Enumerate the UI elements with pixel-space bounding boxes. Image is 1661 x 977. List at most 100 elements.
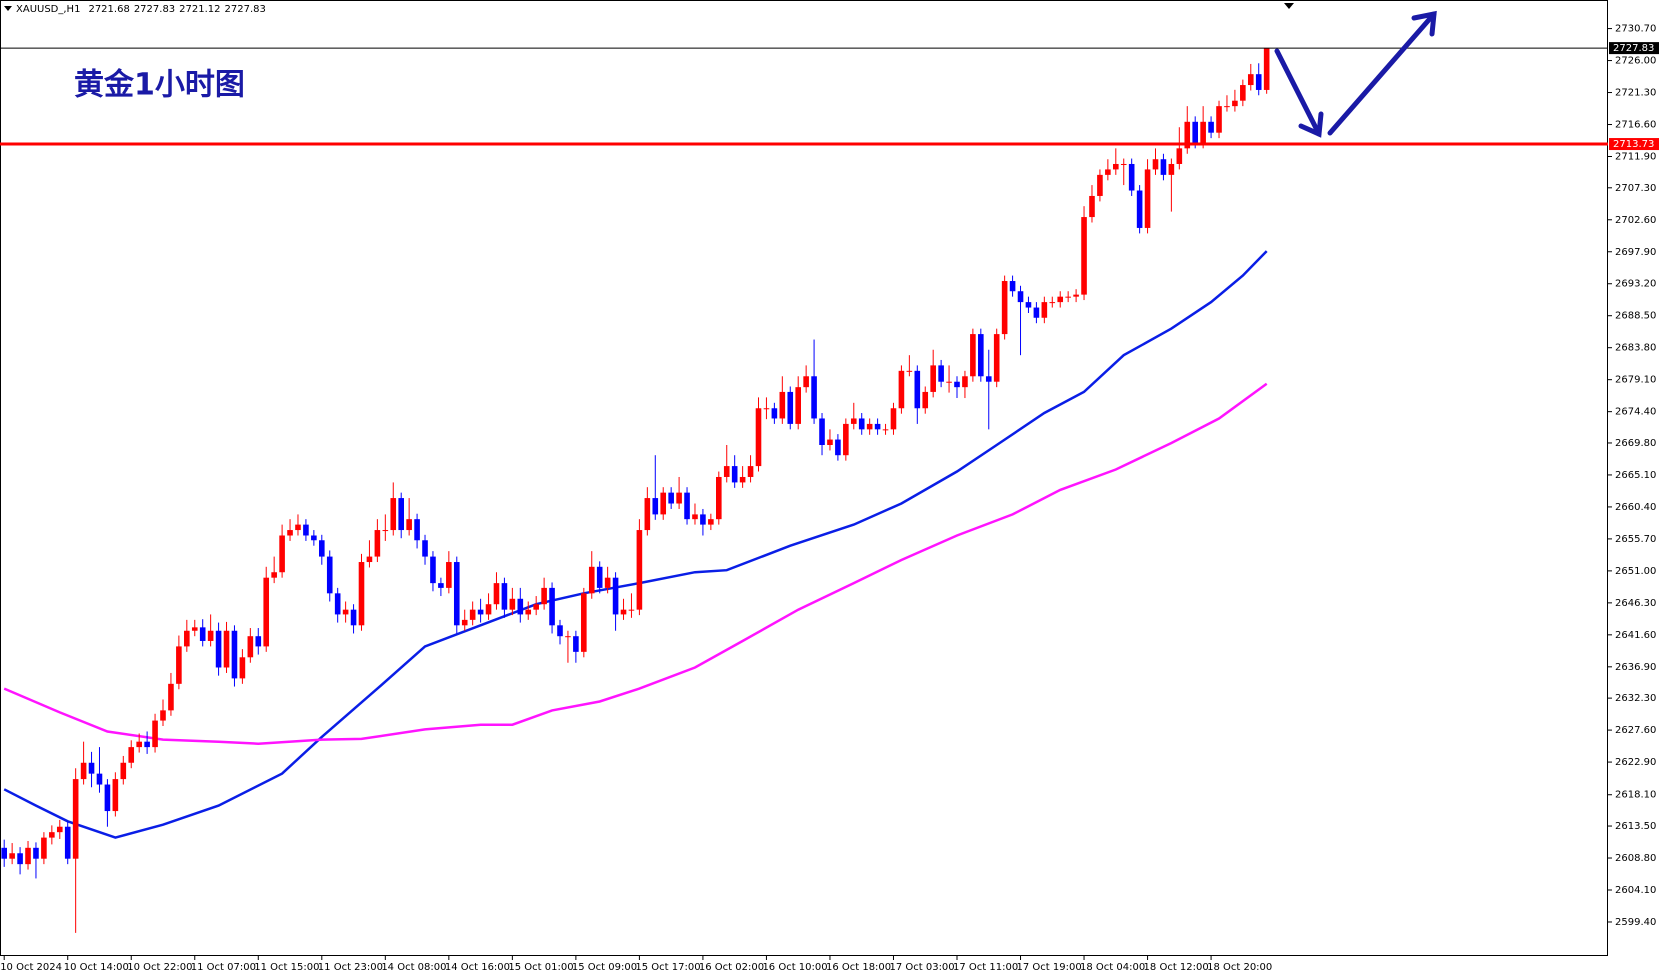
candle-body — [1263, 48, 1270, 90]
candle-body — [858, 418, 865, 430]
candle-body — [136, 741, 142, 748]
candle-body — [581, 593, 587, 652]
y-tick-label: 2632.30 — [1615, 693, 1656, 704]
candle-body — [215, 630, 222, 668]
plot-frame — [0, 0, 1608, 956]
y-tick-label: 2693.20 — [1615, 279, 1656, 290]
candle-body — [453, 562, 460, 626]
header-value: 2721.68 — [88, 4, 129, 15]
arrow-up — [1327, 11, 1437, 136]
candle-body — [731, 466, 738, 483]
y-tick-label: 2674.40 — [1615, 407, 1656, 418]
x-tick-label: 10 Oct 14:00 — [64, 962, 129, 973]
candle-body — [334, 593, 341, 615]
candle-body — [1120, 163, 1127, 165]
candle-body — [1144, 169, 1151, 228]
header-value: 2727.83 — [134, 4, 175, 15]
candle-body — [1208, 121, 1214, 133]
candle-body — [1160, 159, 1167, 175]
candle-body — [414, 519, 420, 541]
candle-body — [160, 710, 166, 721]
candle-body — [1232, 100, 1238, 107]
y-tick-label: 2697.90 — [1615, 247, 1656, 258]
candle-body — [430, 556, 436, 584]
candle-body — [1017, 291, 1024, 303]
candle-body — [1049, 302, 1056, 304]
candle-body — [1, 847, 7, 859]
annotation-arrows — [1274, 10, 1437, 138]
candle-body — [549, 587, 555, 626]
header-value: 2721.12 — [179, 4, 220, 15]
candle-body — [938, 365, 944, 382]
candle-body — [700, 514, 706, 525]
candle-body — [922, 391, 929, 409]
candle-body — [874, 423, 881, 430]
candle-body — [565, 636, 571, 638]
candle-body — [239, 657, 246, 679]
candle-body — [493, 583, 500, 605]
candle-body — [1065, 296, 1071, 298]
x-tick-label: 10 Oct 2024 — [0, 962, 62, 973]
candle-body — [422, 540, 428, 557]
price-tag-label: 2727.83 — [1613, 43, 1654, 54]
arrow-down — [1274, 48, 1322, 137]
candle-body — [962, 376, 968, 388]
y-tick-label: 2604.10 — [1615, 885, 1656, 896]
candle-body — [469, 609, 476, 620]
candle-body — [1240, 85, 1246, 101]
chart-title: 黄金1小时图 — [74, 68, 245, 103]
candle-body — [843, 423, 849, 456]
x-tick-label: 10 Oct 22:00 — [127, 962, 192, 973]
candle-body — [692, 514, 698, 520]
candle-body — [263, 577, 270, 647]
x-tick-label: 14 Oct 08:00 — [381, 962, 446, 973]
candle-body — [668, 492, 674, 504]
arrow-head — [1298, 111, 1324, 138]
candle-body — [716, 476, 722, 520]
candle-body — [803, 376, 809, 388]
candle-body — [978, 334, 984, 377]
candle-body — [255, 636, 262, 647]
candle-body — [1097, 174, 1103, 196]
y-tick-label: 2636.90 — [1615, 662, 1656, 673]
candle-body — [1073, 294, 1079, 297]
candle-body — [1224, 106, 1230, 108]
candle-body — [33, 847, 39, 859]
y-tick-label: 2622.90 — [1615, 757, 1656, 768]
candle-body — [1033, 307, 1040, 318]
candle-body — [64, 826, 71, 859]
price-tag — [1609, 42, 1659, 55]
candle-body — [271, 572, 277, 578]
candle-body — [374, 530, 381, 557]
candle-body — [144, 741, 150, 748]
candle-body — [755, 408, 762, 467]
candle-body — [152, 720, 158, 748]
y-tick-label: 2618.10 — [1615, 790, 1656, 801]
y-tick-label: 2679.10 — [1615, 375, 1656, 386]
menu-triangle — [4, 6, 12, 11]
candle-body — [819, 418, 825, 445]
candle-body — [461, 619, 468, 626]
candle-body — [390, 498, 397, 531]
candle-body — [588, 566, 595, 594]
y-tick-label: 2721.30 — [1615, 88, 1656, 99]
candle-body — [882, 429, 889, 431]
candle-body — [1247, 74, 1254, 86]
candle-body — [1255, 74, 1262, 90]
candle-body — [970, 334, 976, 377]
candle-body — [771, 408, 778, 419]
y-tick-label: 2651.00 — [1615, 566, 1656, 577]
candle-body — [612, 577, 619, 615]
shift-marker — [1284, 3, 1294, 9]
candle-body — [326, 556, 333, 594]
candle-body — [708, 519, 714, 525]
candle-body — [906, 370, 913, 372]
header-value: 2727.83 — [225, 4, 266, 15]
y-tick-label: 2688.50 — [1615, 311, 1656, 322]
candle-body — [128, 747, 135, 763]
x-tick-label: 14 Oct 16:00 — [445, 962, 510, 973]
candle-body — [954, 381, 960, 388]
candle-body — [684, 492, 690, 520]
candle-body — [1009, 281, 1016, 292]
candle-body — [223, 630, 230, 668]
